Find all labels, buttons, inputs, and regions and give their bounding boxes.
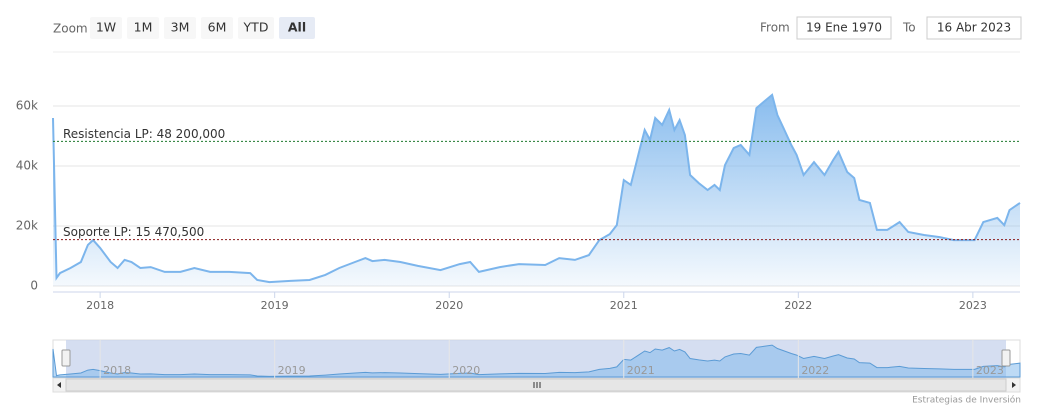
range-button-label: All [288,20,306,35]
area-fill [53,94,1020,287]
from-value: 19 Ene 1970 [806,21,882,35]
range-button-bg [127,17,159,39]
credits: Estrategias de Inversión [912,395,1021,406]
range-button[interactable]: 6M [201,17,233,39]
range-button-bg [90,17,122,39]
x-tick-label: 2019 [261,299,289,312]
range-button[interactable]: 1M [127,17,159,39]
navigator-tick-label: 2021 [627,364,655,377]
navigator-handle[interactable] [1001,349,1011,367]
x-tick-label: 2020 [435,299,463,312]
navigator-handle[interactable] [61,349,71,367]
price-line [52,93,1021,284]
navigator-tick-label: 2018 [103,364,131,377]
y-tick-label: 20k [16,219,38,233]
to-input[interactable] [926,16,1022,40]
navigator-tick-label: 2023 [976,364,1004,377]
x-tick-label: 2018 [86,299,114,312]
range-button[interactable]: YTD [238,17,274,39]
navigator-area [52,344,1021,378]
navigator-tick-label: 2022 [801,364,829,377]
scroll-right-arrow[interactable] [1012,382,1016,388]
from-input[interactable] [796,16,892,40]
range-button[interactable]: 1W [90,17,122,39]
x-tick-label: 2021 [610,299,638,312]
range-button-label: 1M [134,20,153,35]
x-tick-label: 2023 [959,299,987,312]
range-button-bg [201,17,233,39]
scrollbar-thumb[interactable] [65,378,1007,392]
range-button-label: YTD [243,20,269,35]
from-label: From [760,21,790,35]
scrollbar-grip [533,382,541,388]
range-button-label: 3M [171,20,190,35]
zoom-label: Zoom [53,22,88,36]
plot-line-label: Soporte LP: 15 470,500 [63,225,204,239]
to-value: 16 Abr 2023 [937,21,1011,35]
y-tick-label: 40k [16,159,38,173]
range-button-bg [279,17,315,39]
range-button-label: 6M [208,20,227,35]
range-button[interactable]: All [279,17,315,39]
navigator-tick-label: 2019 [278,364,306,377]
scroll-left-arrow[interactable] [57,382,61,388]
range-button-bg [164,17,196,39]
to-label: To [902,21,916,35]
navigator-tick-label: 2020 [452,364,480,377]
y-tick-label: 0 [30,279,38,293]
range-button-label: 1W [96,20,116,35]
range-button[interactable]: 3M [164,17,196,39]
plot-line-label: Resistencia LP: 48 200,000 [63,127,225,141]
y-tick-label: 60k [16,99,38,113]
x-tick-label: 2022 [784,299,812,312]
range-button-bg [238,17,274,39]
